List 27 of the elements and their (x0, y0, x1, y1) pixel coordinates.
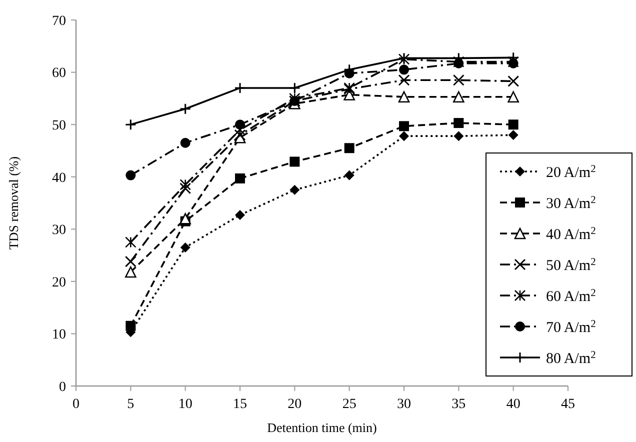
legend-label: 40 A/m$^{2}$ (546, 225, 596, 243)
x-tick-label: 5 (127, 397, 134, 412)
x-tick-label: 20 (288, 397, 302, 412)
legend-label: 80 A/m$^{2}$ (546, 349, 596, 367)
x-tick-label: 45 (561, 397, 575, 412)
x-tick-label: 30 (397, 397, 411, 412)
legend-label: 50 A/m$^{2}$ (546, 256, 596, 274)
x-tick-label: 35 (452, 397, 466, 412)
y-tick-label: 60 (52, 66, 66, 82)
legend-label: 70 A/m$^{2}$ (546, 318, 596, 336)
y-tick-label: 0 (59, 380, 66, 395)
x-tick-label: 40 (506, 397, 520, 412)
x-tick-label: 25 (342, 397, 356, 412)
x-tick-label: 0 (72, 397, 80, 412)
legend-label: 20 A/m$^{2}$ (546, 163, 596, 181)
x-axis-title: Detention time (min) (267, 420, 377, 435)
y-tick-label: 10 (52, 328, 66, 343)
y-tick-label: 40 (52, 170, 66, 186)
x-tick-label: 10 (178, 397, 192, 412)
legend-label: 60 A/m$^{2}$ (546, 287, 596, 305)
y-axis-title: TDS removal (%) (6, 156, 21, 250)
legend-label: 30 A/m$^{2}$ (546, 194, 596, 212)
x-tick-label: 15 (233, 397, 247, 412)
y-tick-label: 30 (52, 223, 66, 238)
y-tick-label: 20 (52, 275, 66, 290)
y-tick-label: 50 (52, 118, 66, 134)
y-tick-label: 70 (52, 14, 66, 29)
